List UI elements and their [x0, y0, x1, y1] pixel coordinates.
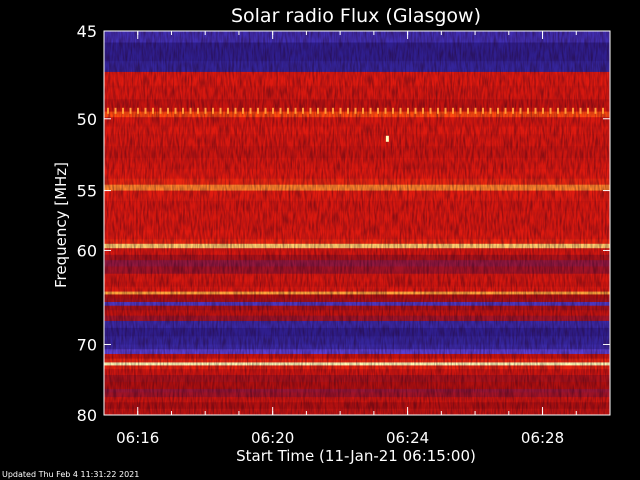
interference-spike	[489, 107, 492, 114]
interference-spike	[242, 107, 244, 114]
interference-spike	[257, 107, 259, 114]
interference-spike	[347, 107, 349, 114]
interference-spike	[384, 107, 387, 114]
plot-frame	[103, 30, 611, 416]
interference-spike	[309, 107, 312, 114]
interference-spike	[474, 107, 477, 114]
interference-spike	[264, 107, 267, 114]
x-axis-label: Start Time (11-Jan-21 06:15:00)	[236, 447, 476, 465]
interference-spike	[332, 107, 334, 114]
interference-spike	[414, 107, 417, 114]
heatmap-features	[107, 107, 604, 142]
interference-spike	[189, 107, 192, 114]
interference-spike	[587, 107, 589, 114]
y-axis: 45 50 55 60 70 80	[77, 22, 610, 425]
interference-spike	[272, 107, 274, 114]
interference-spike	[467, 107, 469, 114]
interference-spike	[452, 107, 454, 114]
interference-spike	[572, 107, 574, 114]
interference-spike	[594, 107, 597, 114]
interference-spike	[459, 107, 462, 114]
interference-spike	[377, 107, 379, 114]
interference-spike	[249, 107, 252, 114]
y-tick-label: 50	[77, 110, 97, 129]
interference-spike	[354, 107, 357, 114]
interference-spike	[437, 107, 439, 114]
interference-spike	[564, 107, 567, 114]
x-tick-label: 06:16	[116, 429, 159, 447]
interference-spike	[324, 107, 327, 114]
interference-spike	[399, 107, 402, 114]
interference-spike	[137, 107, 139, 114]
interference-spike	[392, 107, 394, 114]
interference-spike	[482, 107, 484, 114]
interference-spike	[227, 107, 229, 114]
heatmap-image	[104, 31, 610, 416]
interference-spike	[542, 107, 544, 114]
interference-spike	[407, 107, 409, 114]
interference-spike	[339, 107, 342, 114]
y-tick-label: 70	[77, 335, 97, 354]
y-tick-label: 45	[77, 22, 97, 41]
interference-spike	[602, 107, 604, 114]
interference-spike	[167, 107, 169, 114]
interference-spike	[422, 107, 424, 114]
interference-spike	[159, 107, 162, 114]
interference-spike	[317, 107, 319, 114]
interference-spike	[579, 107, 582, 114]
y-axis-label: Frequency [MHz]	[52, 162, 70, 288]
y-tick-label: 80	[77, 406, 97, 425]
interference-spike	[279, 107, 282, 114]
x-tick-label: 06:24	[386, 429, 429, 447]
interference-spike	[287, 107, 289, 114]
y-tick-label: 60	[77, 241, 97, 260]
chart-title: Solar radio Flux (Glasgow)	[231, 5, 481, 27]
interference-spike	[497, 107, 499, 114]
interference-spike	[444, 107, 447, 114]
interference-spike	[204, 107, 207, 114]
interference-spike	[182, 107, 184, 114]
interference-spike	[549, 107, 552, 114]
interference-spike	[129, 107, 132, 114]
interference-spike	[197, 107, 199, 114]
x-tick-label: 06:20	[251, 429, 294, 447]
interference-spike	[294, 107, 297, 114]
interference-spike	[234, 107, 237, 114]
interference-spike	[362, 107, 364, 114]
y-tick-label: 55	[77, 182, 97, 201]
interference-spike	[534, 107, 537, 114]
heatmap-texture	[104, 31, 610, 415]
interference-spike	[122, 107, 124, 114]
interference-spike	[527, 107, 529, 114]
updated-timestamp: Updated Thu Feb 4 11:31:22 2021	[2, 470, 140, 479]
x-tick-label: 06:28	[521, 429, 564, 447]
interference-spike	[212, 107, 214, 114]
interference-spike	[107, 107, 109, 114]
interference-spike	[144, 107, 147, 114]
interference-spike	[519, 107, 522, 114]
interference-spike	[219, 107, 222, 114]
x-axis: 06:16 06:20 06:24 06:28	[103, 31, 611, 447]
interference-spike	[114, 107, 117, 114]
interference-spike	[557, 107, 559, 114]
bright-spot	[385, 135, 389, 142]
interference-spike	[369, 107, 372, 114]
interference-spike	[504, 107, 507, 114]
interference-spike	[302, 107, 304, 114]
interference-spike	[152, 107, 154, 114]
interference-spike	[174, 107, 177, 114]
interference-spike	[429, 107, 432, 114]
interference-spike	[512, 107, 514, 114]
